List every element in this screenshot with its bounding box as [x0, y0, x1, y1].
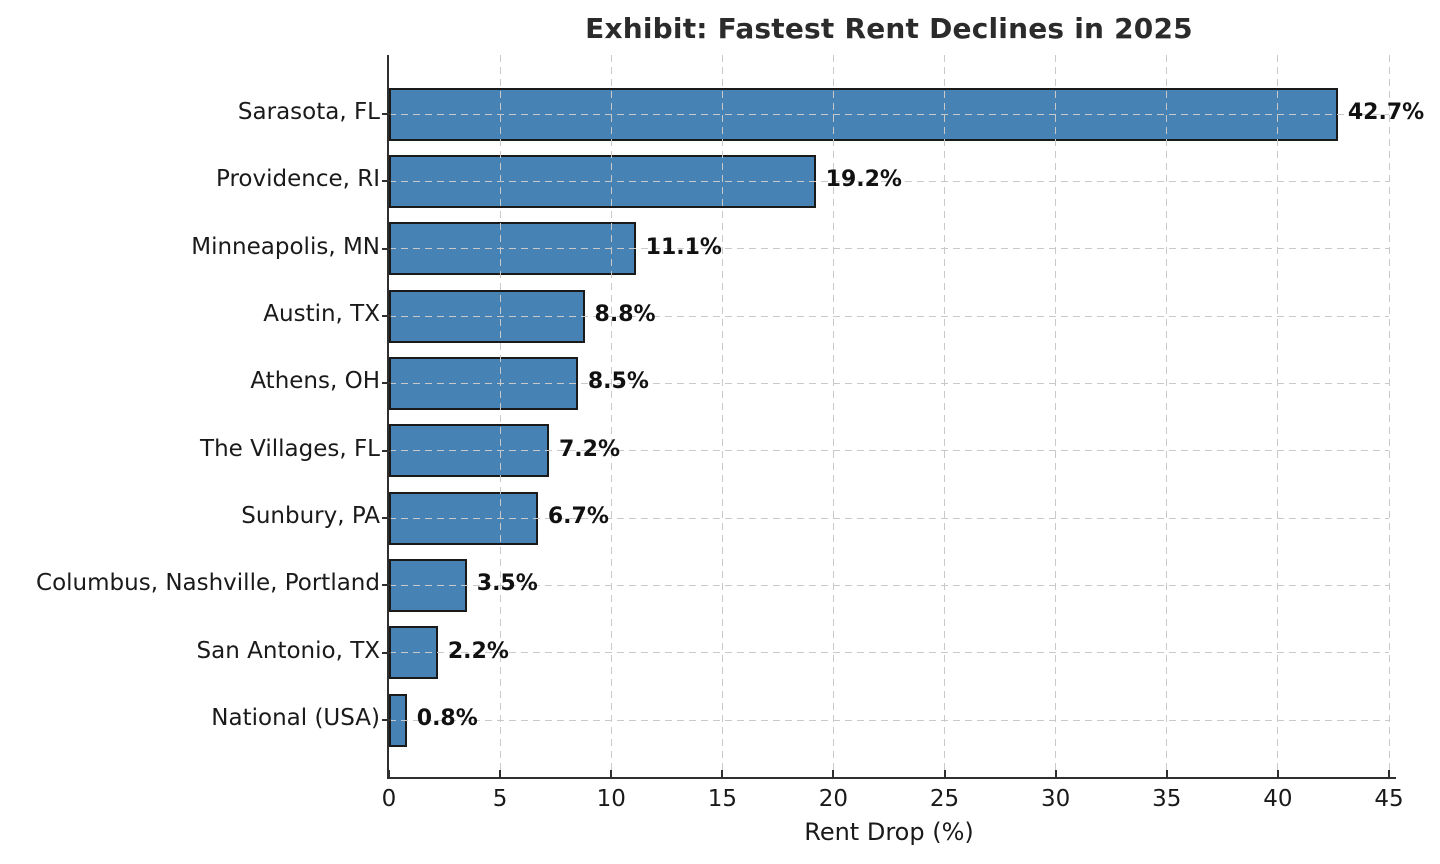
category-label: San Antonio, TX: [196, 637, 380, 664]
x-tick: [1388, 770, 1390, 778]
x-tick-label: 10: [596, 786, 626, 812]
gridline-horizontal: [389, 719, 1389, 721]
bar-value-label: 42.7%: [1347, 100, 1425, 125]
x-tick: [832, 770, 835, 778]
y-tick: [382, 180, 391, 183]
x-tick-label: 15: [707, 786, 737, 812]
gridline-vertical: [1388, 55, 1390, 779]
bar-value-label: 19.2%: [825, 167, 902, 193]
gridline-horizontal: [389, 517, 1389, 519]
bar-value-label: 3.5%: [476, 571, 538, 597]
x-tick-label: 0: [381, 786, 397, 812]
category-label: Columbus, Nashville, Portland: [36, 570, 380, 597]
category-label: Providence, RI: [216, 166, 380, 193]
bar-value-label: 7.2%: [559, 436, 621, 462]
y-axis-spine: [387, 55, 389, 779]
y-tick: [382, 651, 391, 654]
category-label: Minneapolis, MN: [191, 233, 380, 260]
category-label: Athens, OH: [250, 368, 380, 395]
gridline-vertical: [499, 55, 501, 779]
x-tick-label: 25: [929, 786, 960, 812]
x-tick: [610, 770, 613, 778]
x-tick: [1165, 770, 1168, 778]
x-tick-label: 35: [1152, 786, 1182, 812]
gridline-horizontal: [389, 113, 1389, 115]
bar-value-label: 0.8%: [416, 706, 478, 731]
gridline-vertical: [1166, 55, 1168, 779]
y-tick: [382, 382, 391, 385]
y-tick: [382, 315, 391, 317]
gridline-horizontal: [389, 315, 1389, 317]
gridline-vertical: [1055, 55, 1057, 779]
gridline-horizontal: [389, 652, 1389, 654]
y-tick: [382, 584, 391, 587]
x-tick: [943, 770, 946, 778]
x-tick-label: 40: [1263, 786, 1293, 812]
bar-value-label: 8.5%: [587, 369, 649, 395]
x-tick-label: 45: [1374, 786, 1404, 812]
x-tick: [1276, 770, 1279, 778]
category-label: National (USA): [211, 705, 380, 731]
gridline-horizontal: [389, 180, 1389, 182]
x-tick: [1054, 770, 1057, 778]
bar-value-label: 2.2%: [447, 638, 509, 664]
chart-title: Exhibit: Fastest Rent Declines in 2025: [585, 12, 1193, 45]
y-tick: [382, 449, 391, 452]
category-label: Austin, TX: [263, 301, 380, 327]
gridline-horizontal: [389, 450, 1389, 452]
category-label: Sarasota, FL: [237, 99, 380, 125]
bar-value-label: 8.8%: [594, 302, 656, 327]
gridline-vertical: [1277, 55, 1279, 779]
y-tick: [382, 113, 391, 115]
x-tick-label: 30: [1041, 786, 1071, 812]
category-label: Sunbury, PA: [241, 503, 380, 529]
y-tick: [382, 247, 391, 250]
gridline-horizontal: [389, 382, 1389, 384]
x-axis-spine: [387, 777, 1396, 779]
gridline-vertical: [610, 55, 612, 779]
category-label: The Villages, FL: [200, 435, 380, 462]
bar-value-label: 11.1%: [645, 234, 722, 260]
gridline-horizontal: [389, 248, 1389, 250]
y-tick: [382, 719, 391, 721]
x-axis-label: Rent Drop (%): [804, 818, 974, 846]
x-tick-label: 5: [492, 786, 508, 812]
x-tick: [388, 770, 390, 778]
gridline-vertical: [721, 55, 723, 779]
x-tick: [721, 770, 724, 778]
gridline-vertical: [944, 55, 946, 779]
x-tick-label: 20: [818, 786, 849, 812]
x-tick: [499, 770, 502, 778]
bar-value-label: 6.7%: [547, 504, 609, 529]
y-tick: [382, 517, 391, 519]
gridline-horizontal: [389, 584, 1389, 586]
gridline-vertical: [832, 55, 834, 779]
